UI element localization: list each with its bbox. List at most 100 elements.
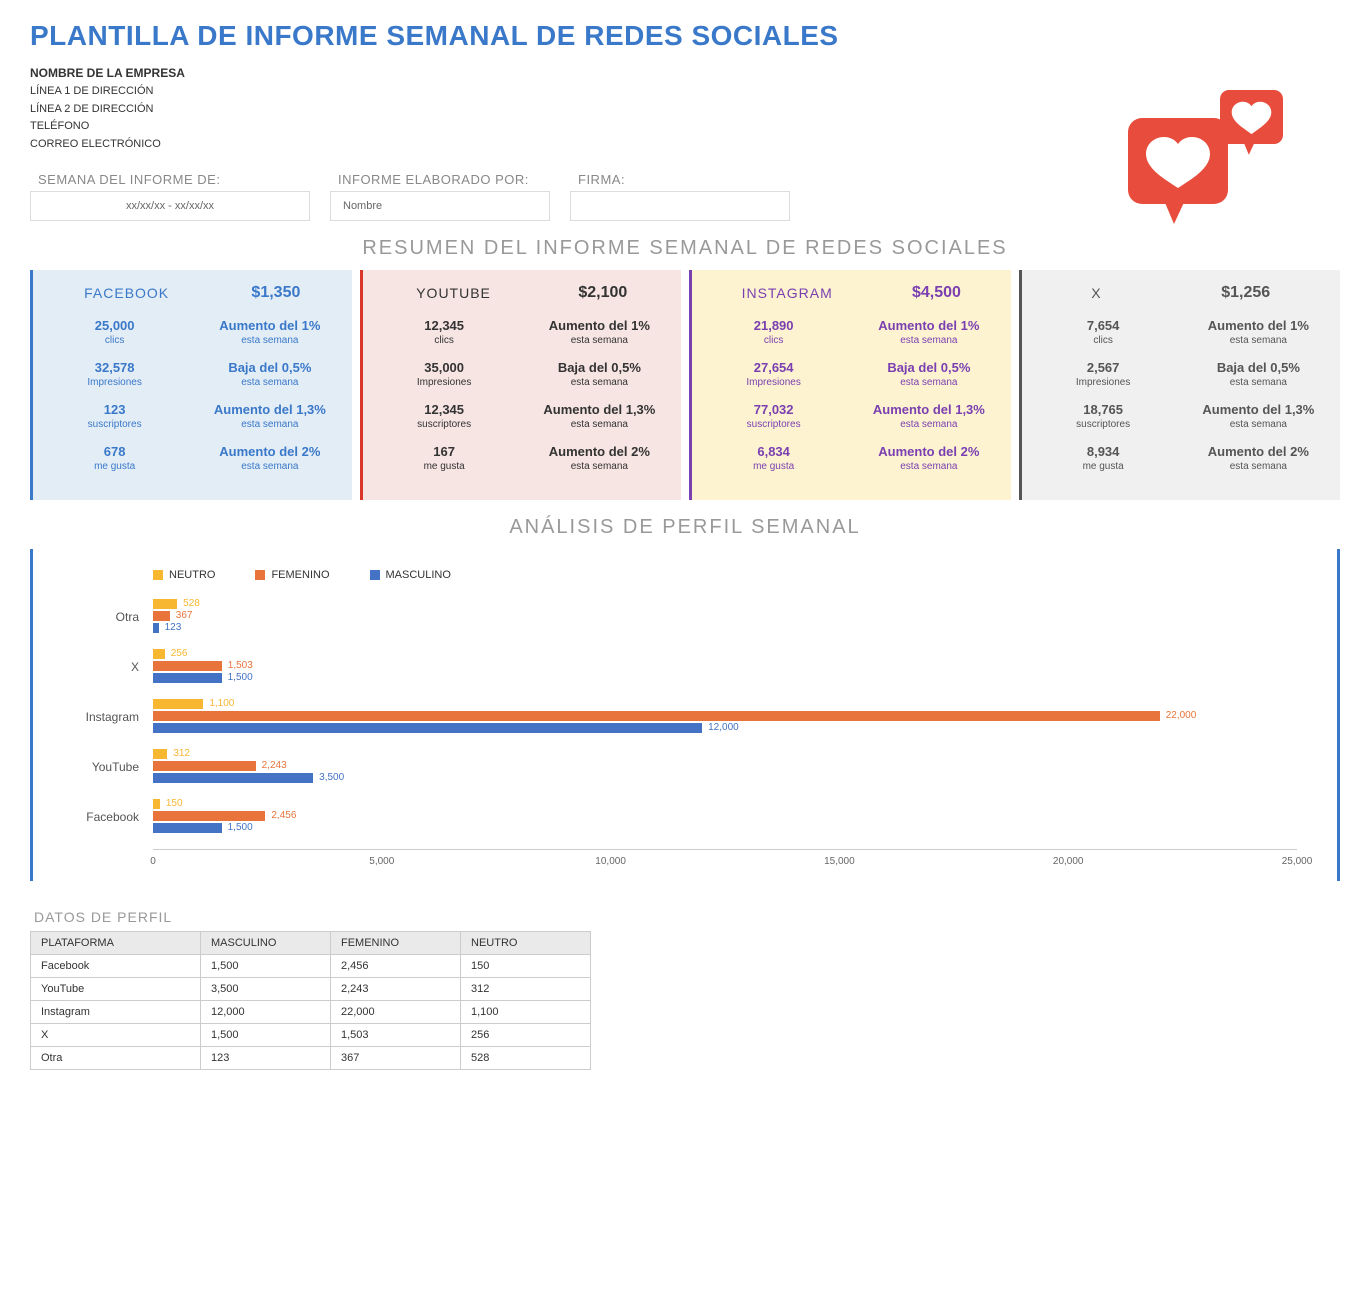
metric-delta: Aumento del 1,3% bbox=[857, 402, 1000, 417]
card-platform: INSTAGRAM bbox=[742, 285, 833, 301]
metric-row: 7,654clics Aumento del 1%esta semana bbox=[1032, 318, 1331, 346]
summary-cards: FACEBOOK$1,350 25,000clics Aumento del 1… bbox=[30, 270, 1340, 500]
bar-masculino: 1,500 bbox=[153, 673, 222, 683]
metric-value: 25,000 bbox=[43, 318, 186, 333]
table-cell: Otra bbox=[31, 1046, 201, 1069]
card-spend: $1,256 bbox=[1221, 284, 1270, 302]
metric-row: 123suscriptores Aumento del 1,3%esta sem… bbox=[43, 402, 342, 430]
bar-value: 1,500 bbox=[222, 672, 253, 683]
profile-table: PLATAFORMAMASCULINOFEMENINONEUTROFaceboo… bbox=[30, 931, 591, 1070]
legend-swatch bbox=[153, 570, 163, 580]
bar-value: 2,243 bbox=[256, 760, 287, 771]
table-cell: Facebook bbox=[31, 954, 201, 977]
table-cell: 1,100 bbox=[461, 1000, 591, 1023]
chart-category: Otra 528 367 123 bbox=[53, 599, 1297, 635]
metric-delta: Aumento del 2% bbox=[528, 444, 671, 459]
legend-swatch bbox=[370, 570, 380, 580]
metric-sublabel: suscriptores bbox=[1032, 419, 1175, 430]
metric-sublabel: suscriptores bbox=[373, 419, 516, 430]
metric-delta: Aumento del 1% bbox=[857, 318, 1000, 333]
metric-value: 18,765 bbox=[1032, 402, 1175, 417]
axis-tick: 15,000 bbox=[824, 850, 855, 867]
metric-value: 12,345 bbox=[373, 402, 516, 417]
metric-sublabel: me gusta bbox=[43, 461, 186, 472]
metric-sublabel: me gusta bbox=[373, 461, 516, 472]
metric-value: 8,934 bbox=[1032, 444, 1175, 459]
table-cell: X bbox=[31, 1023, 201, 1046]
chart-legend: NEUTROFEMENINOMASCULINO bbox=[153, 569, 1297, 581]
metric-period: esta semana bbox=[857, 377, 1000, 388]
table-cell: 528 bbox=[461, 1046, 591, 1069]
table-cell: 256 bbox=[461, 1023, 591, 1046]
summary-card: FACEBOOK$1,350 25,000clics Aumento del 1… bbox=[30, 270, 352, 500]
heart-bubbles-icon bbox=[1110, 80, 1310, 253]
category-label: Facebook bbox=[53, 810, 153, 824]
metric-period: esta semana bbox=[198, 335, 341, 346]
table-cell: 367 bbox=[331, 1046, 461, 1069]
metric-value: 27,654 bbox=[702, 360, 845, 375]
metric-sublabel: Impresiones bbox=[373, 377, 516, 388]
table-cell: 2,456 bbox=[331, 954, 461, 977]
bar-value: 2,456 bbox=[265, 810, 296, 821]
metric-row: 6,834me gusta Aumento del 2%esta semana bbox=[702, 444, 1001, 472]
category-label: X bbox=[53, 660, 153, 674]
bar-masculino: 3,500 bbox=[153, 773, 313, 783]
metric-period: esta semana bbox=[198, 377, 341, 388]
metric-row: 167me gusta Aumento del 2%esta semana bbox=[373, 444, 672, 472]
metric-delta: Aumento del 1% bbox=[1187, 318, 1330, 333]
bar-value: 1,503 bbox=[222, 660, 253, 671]
bar-femenino: 1,503 bbox=[153, 661, 222, 671]
metric-value: 6,834 bbox=[702, 444, 845, 459]
metric-delta: Aumento del 1% bbox=[528, 318, 671, 333]
table-cell: 123 bbox=[201, 1046, 331, 1069]
metric-sublabel: Impresiones bbox=[43, 377, 186, 388]
table-cell: 3,500 bbox=[201, 977, 331, 1000]
chart-category: Facebook 150 2,456 1,500 bbox=[53, 799, 1297, 835]
signature-input[interactable] bbox=[570, 191, 790, 221]
card-platform: YOUTUBE bbox=[416, 285, 491, 301]
axis-tick: 10,000 bbox=[595, 850, 626, 867]
metric-value: 32,578 bbox=[43, 360, 186, 375]
metric-row: 35,000Impresiones Baja del 0,5%esta sema… bbox=[373, 360, 672, 388]
table-cell: 2,243 bbox=[331, 977, 461, 1000]
bar-neutro: 312 bbox=[153, 749, 167, 759]
bar-neutro: 150 bbox=[153, 799, 160, 809]
bar-value: 367 bbox=[170, 610, 193, 621]
metric-sublabel: clics bbox=[1032, 335, 1175, 346]
metric-sublabel: suscriptores bbox=[702, 419, 845, 430]
metric-row: 8,934me gusta Aumento del 2%esta semana bbox=[1032, 444, 1331, 472]
card-platform: X bbox=[1091, 285, 1101, 301]
bar-femenino: 22,000 bbox=[153, 711, 1160, 721]
table-header: PLATAFORMA bbox=[31, 931, 201, 954]
table-row: YouTube3,5002,243312 bbox=[31, 977, 591, 1000]
signature-field: FIRMA: bbox=[570, 172, 790, 221]
axis-tick: 0 bbox=[150, 850, 156, 867]
metric-period: esta semana bbox=[528, 461, 671, 472]
bar-value: 12,000 bbox=[702, 722, 739, 733]
bar-value: 3,500 bbox=[313, 772, 344, 783]
chart-x-axis: 05,00010,00015,00020,00025,000 bbox=[153, 849, 1297, 871]
bar-neutro: 1,100 bbox=[153, 699, 203, 709]
metric-row: 18,765suscriptores Aumento del 1,3%esta … bbox=[1032, 402, 1331, 430]
profile-chart: NEUTROFEMENINOMASCULINO Otra 528 367 123… bbox=[30, 549, 1340, 881]
table-cell: 1,500 bbox=[201, 954, 331, 977]
axis-tick: 25,000 bbox=[1282, 850, 1313, 867]
metric-delta: Baja del 0,5% bbox=[857, 360, 1000, 375]
preparer-input[interactable]: Nombre bbox=[330, 191, 550, 221]
metric-value: 678 bbox=[43, 444, 186, 459]
table-cell: 22,000 bbox=[331, 1000, 461, 1023]
metric-period: esta semana bbox=[198, 419, 341, 430]
metric-delta: Aumento del 1,3% bbox=[198, 402, 341, 417]
metric-value: 21,890 bbox=[702, 318, 845, 333]
chart-category: Instagram 1,100 22,000 12,000 bbox=[53, 699, 1297, 735]
chart-category: YouTube 312 2,243 3,500 bbox=[53, 749, 1297, 785]
card-platform: FACEBOOK bbox=[84, 285, 169, 301]
metric-delta: Aumento del 1,3% bbox=[1187, 402, 1330, 417]
bar-masculino: 1,500 bbox=[153, 823, 222, 833]
preparer-field: INFORME ELABORADO POR: Nombre bbox=[330, 172, 550, 221]
table-cell: YouTube bbox=[31, 977, 201, 1000]
category-label: YouTube bbox=[53, 760, 153, 774]
week-input[interactable]: xx/xx/xx - xx/xx/xx bbox=[30, 191, 310, 221]
table-row: Otra123367528 bbox=[31, 1046, 591, 1069]
metric-sublabel: me gusta bbox=[702, 461, 845, 472]
